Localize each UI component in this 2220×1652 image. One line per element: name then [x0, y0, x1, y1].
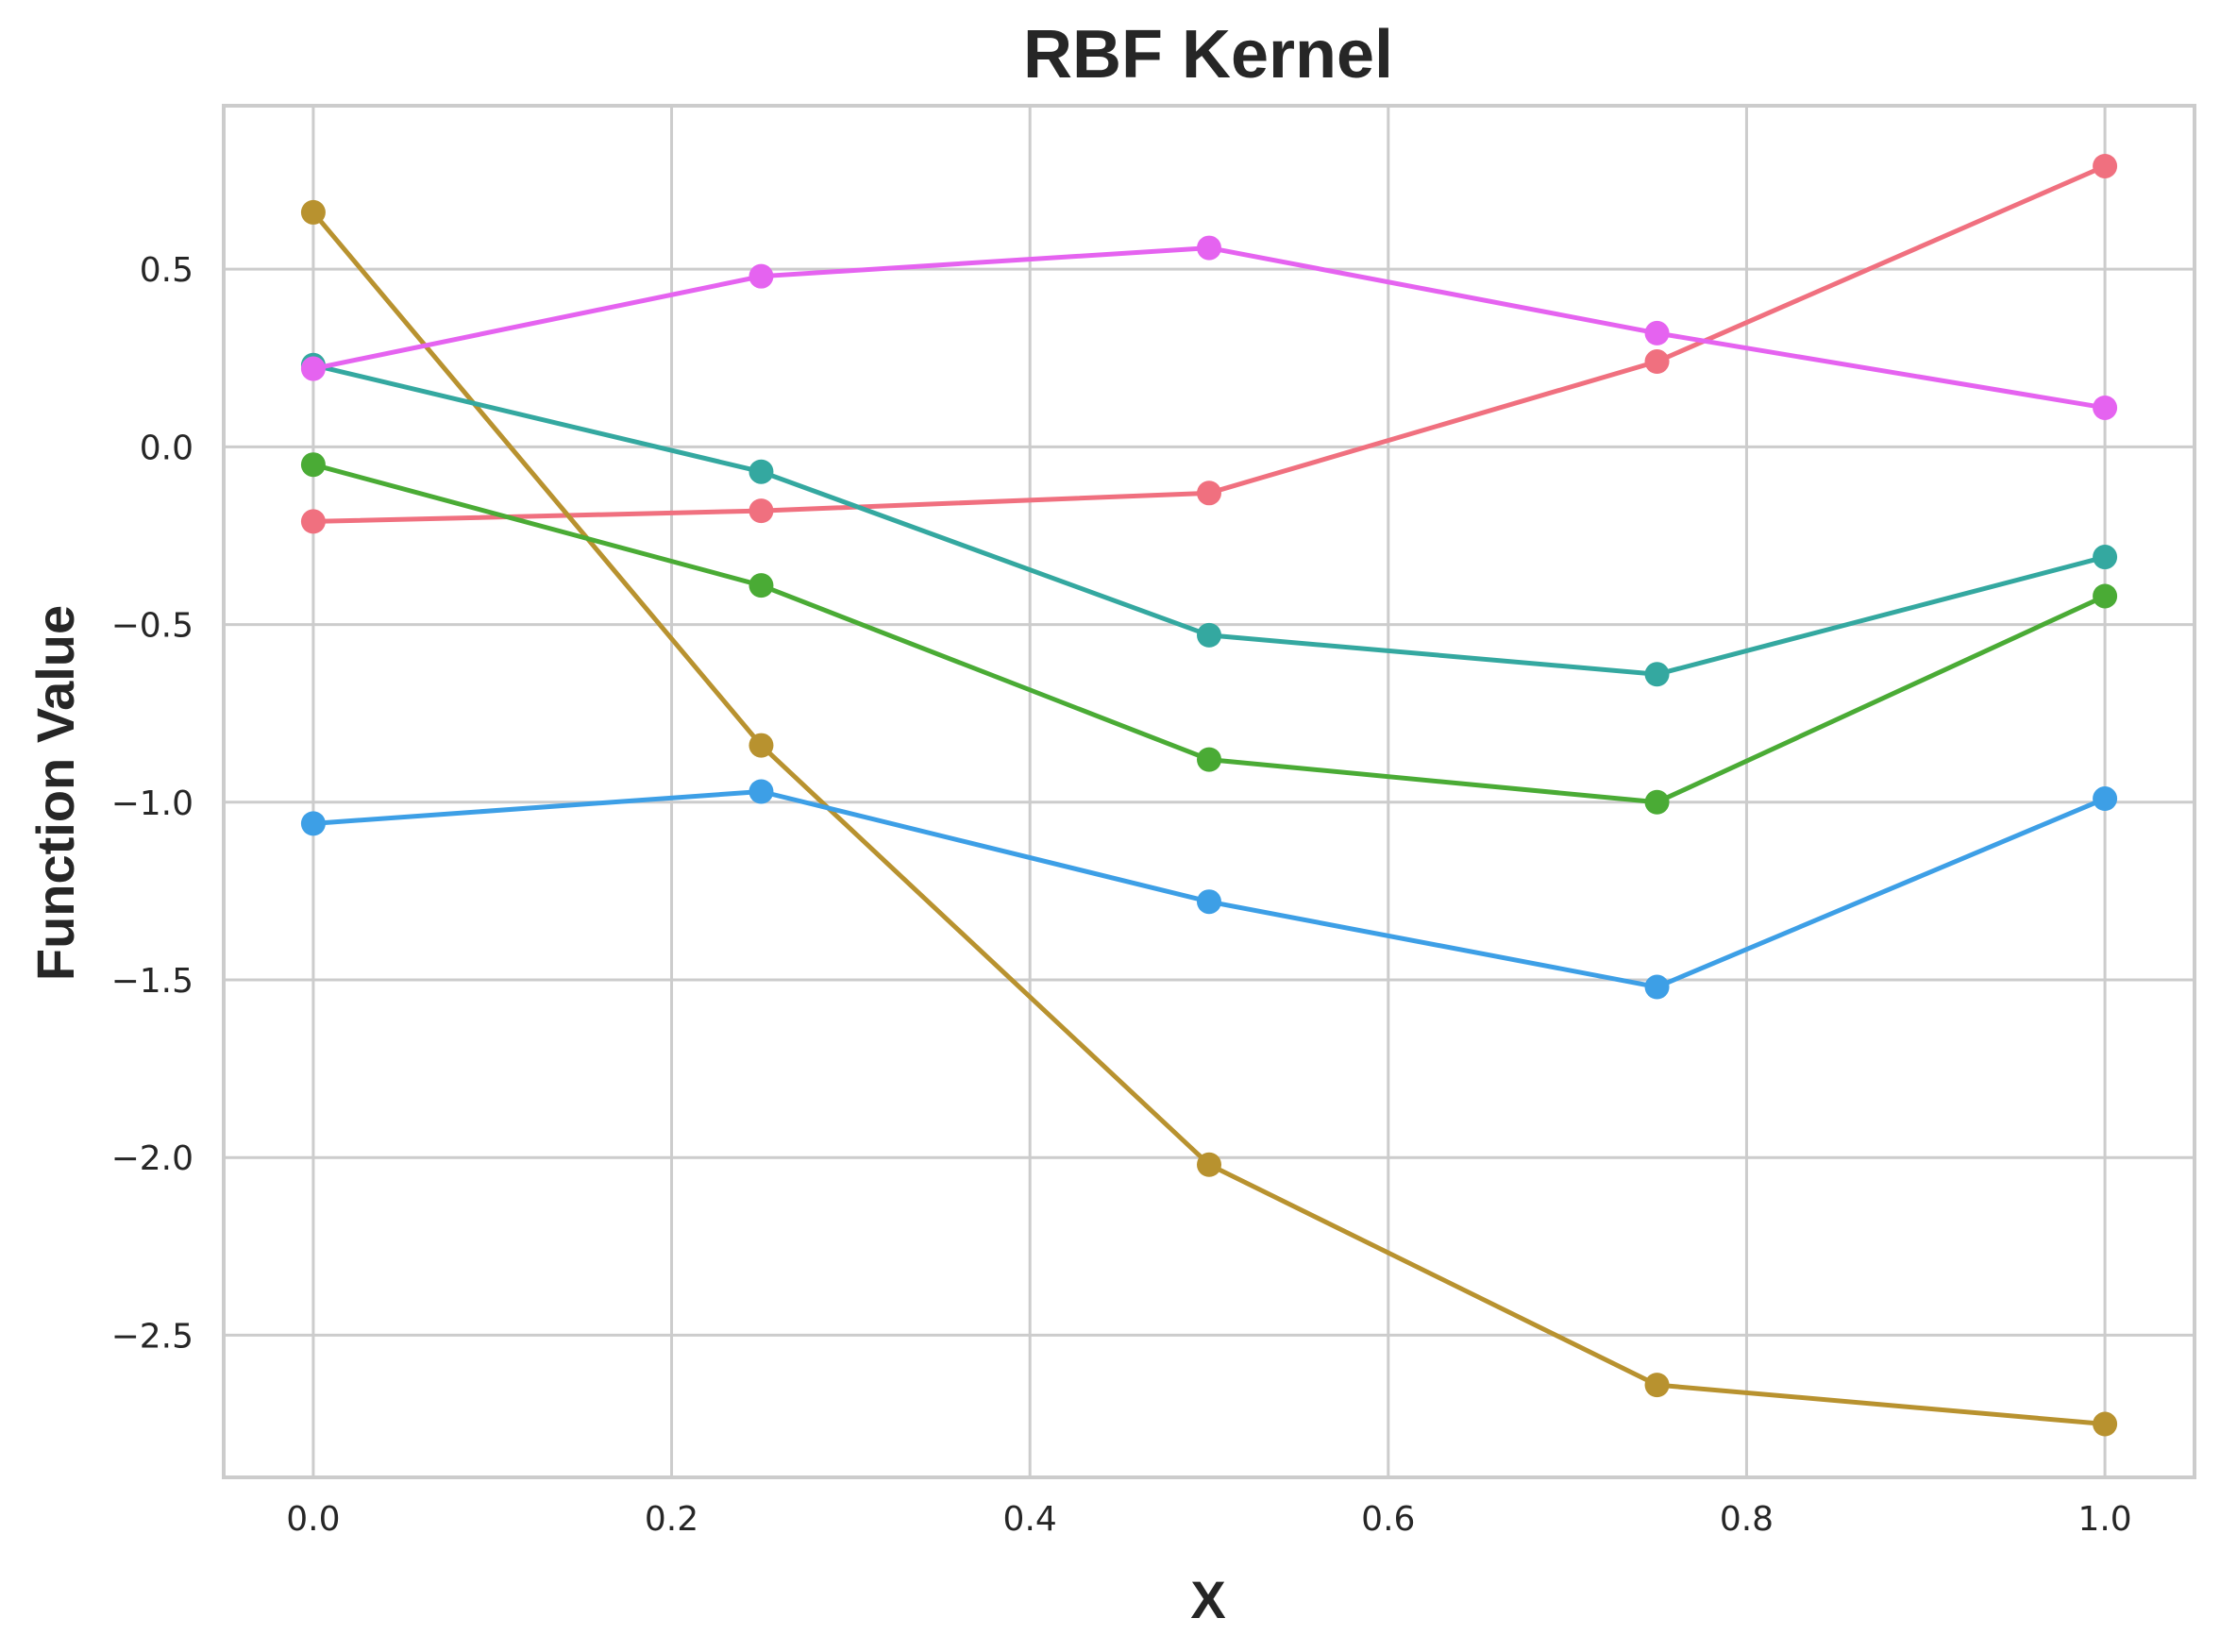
data-point: [300, 811, 326, 836]
y-tick-label: −1.5: [111, 962, 193, 1001]
data-point: [748, 733, 774, 758]
data-point: [2093, 395, 2118, 420]
x-tick-label: 1.0: [2077, 1500, 2131, 1539]
plot-frame: [222, 104, 2196, 1479]
series-layer: [300, 153, 2118, 1437]
y-axis-label: Function Value: [25, 605, 85, 981]
x-tick-label: 0.6: [1361, 1500, 1415, 1539]
data-point: [300, 356, 326, 381]
series-3: [300, 452, 2118, 815]
x-tick-label: 0.4: [1003, 1500, 1057, 1539]
x-axis-label: X: [1190, 1570, 1225, 1629]
data-point: [2093, 1411, 2118, 1437]
y-tick-label: 0.5: [140, 251, 193, 290]
data-point: [1197, 622, 1221, 648]
data-point: [300, 452, 326, 478]
data-point: [2093, 545, 2118, 570]
data-point: [1644, 662, 1670, 687]
data-point: [1644, 789, 1670, 815]
data-point: [1644, 320, 1670, 346]
data-point: [1644, 974, 1670, 1000]
data-point: [1644, 349, 1670, 375]
data-point: [748, 498, 774, 524]
data-point: [2093, 786, 2118, 812]
data-point: [1197, 1152, 1221, 1177]
data-point: [748, 263, 774, 289]
x-tick-label: 0.2: [645, 1500, 698, 1539]
data-point: [1197, 480, 1221, 506]
data-point: [2093, 583, 2118, 609]
series-2: [300, 199, 2118, 1437]
data-point: [748, 573, 774, 598]
data-point: [748, 779, 774, 804]
data-point: [1197, 747, 1221, 772]
data-point: [1197, 235, 1221, 261]
x-tick-label: 0.0: [286, 1500, 340, 1539]
y-tick-label: −2.0: [111, 1139, 193, 1178]
y-tick-label: −0.5: [111, 607, 193, 646]
tick-labels: 0.0 0.2 0.4 0.6 0.8 1.0 −2.5 −2.0 −1.5 −1.0 −0.5 0.…: [111, 251, 2132, 1539]
series-1: [300, 153, 2118, 534]
y-tick-label: −1.0: [111, 784, 193, 823]
data-point: [1197, 889, 1221, 915]
data-point: [2093, 153, 2118, 178]
data-point: [300, 199, 326, 225]
y-tick-label: 0.0: [140, 429, 193, 467]
x-tick-label: 0.8: [1720, 1500, 1774, 1539]
data-point: [1644, 1373, 1670, 1398]
series-5: [300, 779, 2118, 1000]
data-point: [300, 509, 326, 534]
data-point: [748, 459, 774, 484]
chart-title: RBF Kernel: [1023, 17, 1393, 93]
y-tick-label: −2.5: [111, 1317, 193, 1356]
series-6: [300, 235, 2118, 420]
